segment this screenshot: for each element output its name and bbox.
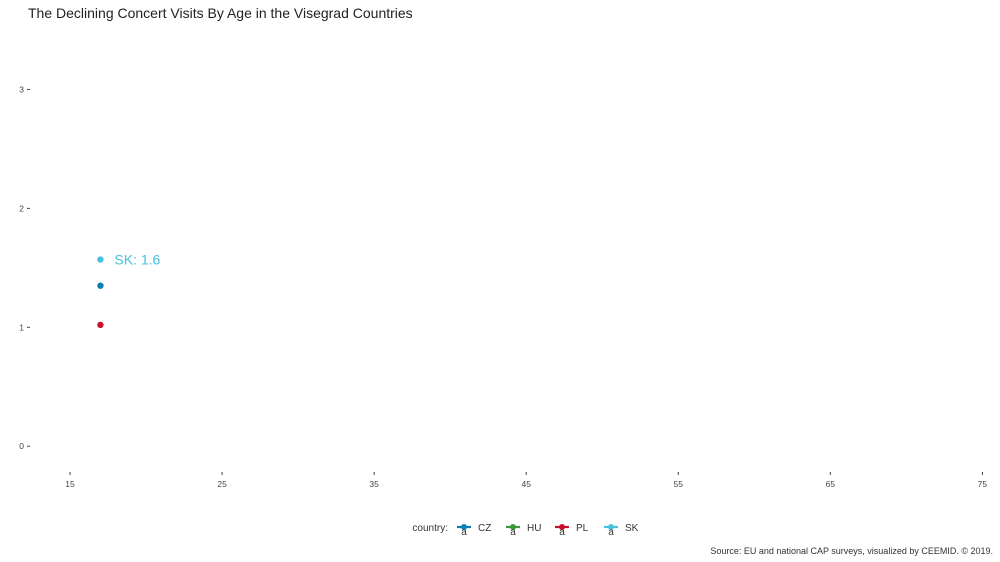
y-axis: 0 1 2 3 <box>19 84 30 451</box>
legend-title: country: <box>412 523 448 534</box>
y-tick-label: 2 <box>19 203 24 213</box>
svg-text:a: a <box>510 527 516 538</box>
chart-caption: Source: EU and national CAP surveys, vis… <box>710 546 993 556</box>
chart-title: The Declining Concert Visits By Age in t… <box>28 5 413 21</box>
x-tick-label: 25 <box>217 479 227 489</box>
x-tick-label: 15 <box>65 479 75 489</box>
x-tick-label: 65 <box>826 479 836 489</box>
y-tick-label: 0 <box>19 441 24 451</box>
legend: country: a CZ a HU a PL a SK <box>412 523 638 538</box>
x-tick-label: 35 <box>369 479 379 489</box>
svg-text:a: a <box>461 527 467 538</box>
point-cz <box>97 282 104 289</box>
legend-key-sk: a <box>604 524 618 538</box>
data-label-sk: SK: 1.6 <box>114 252 160 268</box>
legend-key-cz: a <box>457 524 471 538</box>
point-pl <box>97 321 104 329</box>
x-tick-label: 55 <box>674 479 684 489</box>
svg-text:a: a <box>559 527 565 538</box>
x-tick-label: 45 <box>521 479 531 489</box>
point-sk <box>97 256 104 263</box>
legend-label-cz: CZ <box>478 523 491 534</box>
legend-label-hu: HU <box>527 523 541 534</box>
x-tick-label: 75 <box>978 479 988 489</box>
legend-label-pl: PL <box>576 523 589 534</box>
legend-key-pl: a <box>555 524 569 538</box>
x-axis: 15 25 35 45 55 65 75 <box>65 472 987 489</box>
data-points <box>97 256 104 329</box>
y-tick-label: 1 <box>19 322 24 332</box>
legend-label-sk: SK <box>625 523 639 534</box>
legend-key-hu: a <box>506 524 520 538</box>
y-tick-label: 3 <box>19 84 24 94</box>
svg-text:a: a <box>608 527 614 538</box>
annotations: SK: 1.6 <box>114 252 160 268</box>
